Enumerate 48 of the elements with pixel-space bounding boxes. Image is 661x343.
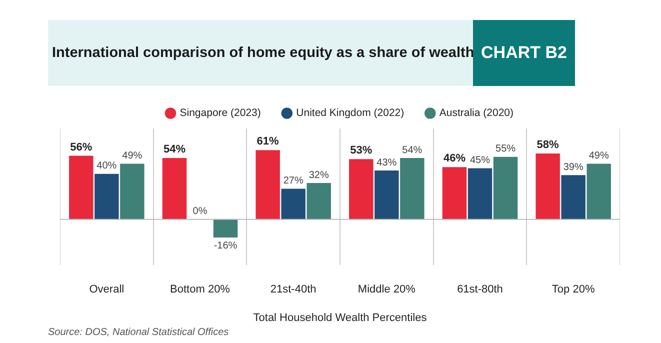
bar xyxy=(120,164,144,220)
bar xyxy=(586,164,611,220)
x-tick-label: 21st-40th xyxy=(270,283,316,296)
chart-title: International comparison of home equity as a share of wealth xyxy=(52,44,474,63)
data-label: 0% xyxy=(192,206,208,218)
x-tick-label: Top 20% xyxy=(552,283,595,296)
data-label: 49% xyxy=(588,150,609,162)
data-label: 40% xyxy=(96,160,117,172)
bar xyxy=(468,168,492,220)
bar xyxy=(162,158,187,220)
data-label: 58% xyxy=(536,139,560,152)
data-label: 43% xyxy=(376,157,397,168)
data-label: 49% xyxy=(122,150,142,162)
data-label: 32% xyxy=(308,170,329,181)
data-label: 54% xyxy=(163,144,186,156)
data-label: -16% xyxy=(214,240,238,252)
bar xyxy=(561,175,586,220)
bar xyxy=(94,174,119,220)
data-label: 56% xyxy=(70,141,92,154)
x-tick-label: 61st-80th xyxy=(457,283,503,296)
data-label: 61% xyxy=(256,136,280,148)
data-label: 55% xyxy=(496,144,516,155)
legend-label: Singapore (2023) xyxy=(180,107,261,120)
data-label: 27% xyxy=(283,175,304,186)
bar xyxy=(306,183,331,220)
bar xyxy=(536,153,560,220)
bar xyxy=(442,167,467,220)
bar xyxy=(400,158,424,220)
legend-label: United Kingdom (2022) xyxy=(296,107,404,120)
bar xyxy=(256,150,280,220)
bar xyxy=(281,188,306,220)
data-label: 54% xyxy=(402,144,422,156)
chart-subtitle: CHART B2 xyxy=(473,20,575,86)
source-note: Source: DOS, National Statistical Offices xyxy=(48,327,229,338)
data-label: 45% xyxy=(470,155,490,166)
data-label: 46% xyxy=(443,152,466,165)
bar xyxy=(349,159,374,220)
data-label: 53% xyxy=(350,144,372,157)
x-tick-label: Middle 20% xyxy=(358,283,416,296)
bar xyxy=(213,219,238,238)
data-label: 39% xyxy=(563,162,584,173)
x-axis-title: Total Household Wealth Percentiles xyxy=(252,312,428,324)
x-tick-label: Overall xyxy=(89,283,124,296)
bar xyxy=(374,170,399,220)
x-tick-label: Bottom 20% xyxy=(170,283,230,296)
bar xyxy=(69,156,94,220)
bar xyxy=(493,156,518,220)
legend-label: Australia (2020) xyxy=(439,107,514,120)
